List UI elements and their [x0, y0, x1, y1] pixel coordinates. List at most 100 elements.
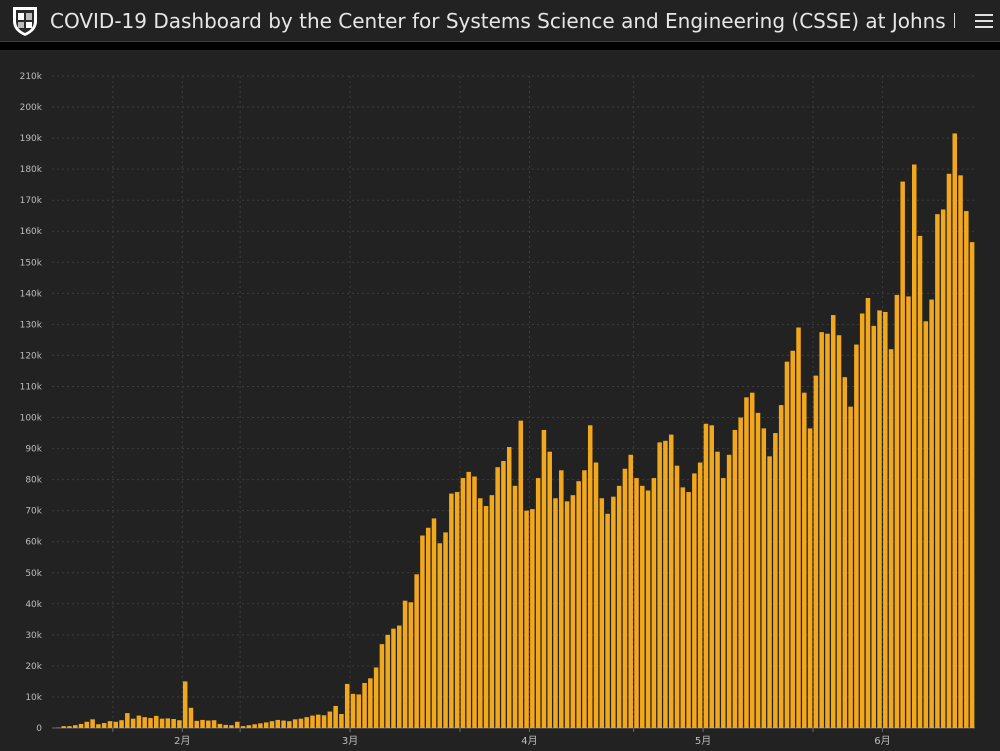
bar[interactable] — [431, 518, 437, 728]
bar[interactable] — [275, 719, 281, 728]
bar[interactable] — [935, 214, 940, 728]
bar[interactable] — [61, 726, 66, 728]
bar[interactable] — [634, 478, 639, 728]
bar[interactable] — [541, 429, 547, 728]
bar[interactable] — [495, 467, 500, 728]
bar[interactable] — [339, 714, 344, 728]
bar[interactable] — [84, 721, 90, 728]
bar[interactable] — [368, 678, 373, 728]
bar[interactable] — [472, 476, 477, 728]
bar[interactable] — [437, 543, 443, 728]
bar[interactable] — [744, 397, 749, 728]
bar[interactable] — [877, 310, 882, 728]
bar[interactable] — [229, 725, 234, 728]
bar[interactable] — [611, 496, 616, 728]
bar[interactable] — [940, 209, 946, 729]
bar[interactable] — [813, 375, 819, 728]
bar[interactable] — [356, 694, 362, 728]
bar[interactable] — [466, 471, 471, 728]
bar[interactable] — [969, 242, 975, 728]
bar[interactable] — [188, 707, 194, 728]
bar[interactable] — [408, 602, 414, 728]
bar[interactable] — [622, 468, 628, 728]
bar[interactable] — [842, 377, 848, 728]
bar[interactable] — [674, 465, 680, 728]
bar[interactable] — [263, 722, 269, 728]
bar[interactable] — [749, 392, 755, 728]
bar[interactable] — [796, 327, 801, 728]
bar[interactable] — [738, 417, 743, 728]
bar[interactable] — [425, 527, 431, 728]
bar[interactable] — [211, 720, 217, 728]
bar[interactable] — [587, 425, 593, 728]
bar[interactable] — [443, 532, 448, 728]
bar[interactable] — [78, 723, 84, 728]
bar[interactable] — [761, 428, 767, 728]
bar[interactable] — [559, 470, 564, 728]
bar[interactable] — [373, 667, 379, 728]
bar[interactable] — [287, 721, 292, 728]
bar[interactable] — [125, 713, 130, 728]
bar[interactable] — [518, 420, 524, 728]
bar[interactable] — [292, 719, 298, 728]
bar[interactable] — [512, 485, 518, 728]
bar[interactable] — [113, 721, 119, 728]
bar[interactable] — [333, 705, 338, 728]
bar[interactable] — [703, 423, 709, 728]
bar[interactable] — [530, 509, 535, 728]
bar[interactable] — [547, 451, 552, 728]
bar[interactable] — [715, 451, 720, 728]
bar[interactable] — [865, 297, 871, 728]
bar[interactable] — [107, 721, 113, 728]
bar[interactable] — [379, 644, 385, 728]
bar[interactable] — [628, 454, 633, 728]
bar[interactable] — [90, 719, 95, 728]
bar[interactable] — [900, 181, 905, 728]
bar[interactable] — [564, 501, 570, 728]
bar[interactable] — [182, 681, 188, 728]
bar[interactable] — [616, 485, 622, 728]
bar[interactable] — [159, 718, 165, 728]
bar[interactable] — [391, 628, 396, 728]
bar[interactable] — [859, 313, 865, 728]
bar[interactable] — [726, 454, 732, 728]
bar[interactable] — [246, 725, 252, 728]
bar[interactable] — [888, 349, 894, 728]
bar[interactable] — [327, 711, 333, 728]
bar[interactable] — [848, 406, 853, 728]
bar[interactable] — [206, 720, 211, 728]
bar[interactable] — [802, 392, 807, 728]
bar[interactable] — [258, 723, 263, 728]
bar[interactable] — [894, 294, 900, 728]
bar[interactable] — [553, 498, 558, 728]
bar[interactable] — [964, 211, 969, 728]
bar[interactable] — [680, 487, 686, 728]
bar[interactable] — [177, 720, 182, 728]
bar[interactable] — [171, 719, 176, 728]
bar[interactable] — [397, 625, 402, 728]
bar[interactable] — [194, 720, 200, 728]
bar[interactable] — [281, 720, 286, 728]
bar[interactable] — [402, 600, 408, 728]
bar[interactable] — [501, 460, 506, 728]
bar[interactable] — [709, 425, 714, 728]
bar[interactable] — [269, 721, 275, 728]
bar[interactable] — [460, 478, 466, 728]
bar[interactable] — [72, 725, 78, 728]
bar[interactable] — [651, 478, 657, 728]
bar[interactable] — [605, 513, 610, 728]
bar[interactable] — [790, 350, 795, 728]
bar[interactable] — [252, 724, 257, 728]
bar[interactable] — [362, 682, 367, 728]
bar[interactable] — [640, 485, 645, 728]
bar[interactable] — [506, 447, 512, 728]
bar[interactable] — [217, 723, 223, 728]
bar[interactable] — [483, 506, 489, 728]
bar[interactable] — [304, 717, 309, 728]
bar[interactable] — [784, 361, 790, 728]
bar[interactable] — [142, 717, 147, 728]
bar[interactable] — [524, 510, 529, 728]
bar[interactable] — [830, 315, 836, 728]
bar[interactable] — [385, 634, 390, 728]
bar[interactable] — [350, 693, 356, 728]
